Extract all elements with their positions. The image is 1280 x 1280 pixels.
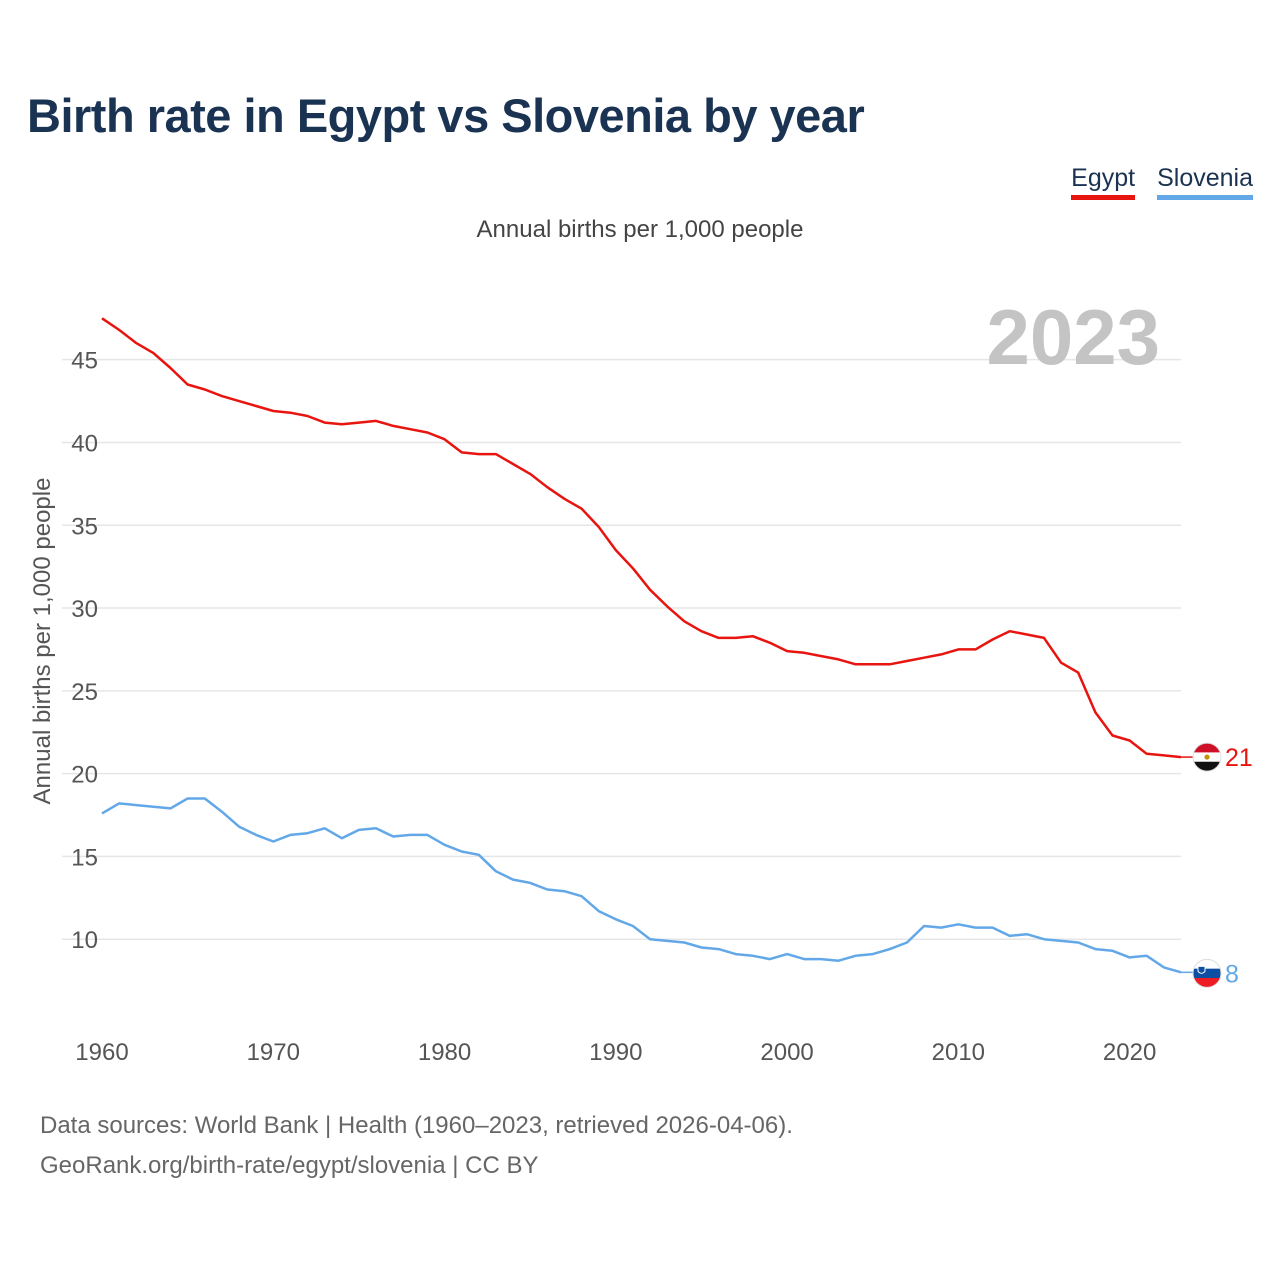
slovenia-flag-icon — [1192, 958, 1222, 988]
slovenia-coat-of-arms-icon — [1197, 965, 1206, 974]
x-tick-label: 2010 — [932, 1039, 985, 1066]
y-tick-label: 30 — [71, 596, 98, 623]
x-tick-label: 1980 — [418, 1039, 471, 1066]
egypt-flag-icon — [1192, 742, 1222, 772]
legend-item-slovenia[interactable]: Slovenia — [1157, 164, 1253, 200]
x-tick-label: 1960 — [75, 1039, 128, 1066]
y-tick-label: 40 — [71, 430, 98, 457]
y-axis-label: Annual births per 1,000 people — [29, 478, 56, 805]
source-note: Data sources: World Bank | Health (1960–… — [40, 1106, 793, 1186]
x-tick-label: 2000 — [760, 1039, 813, 1066]
y-tick-label: 15 — [71, 844, 98, 871]
y-tick-label: 25 — [71, 679, 98, 706]
x-tick-label: 2020 — [1103, 1039, 1156, 1066]
end-value-label-egypt: 21 — [1225, 744, 1253, 772]
chart-subtitle: Annual births per 1,000 people — [476, 216, 804, 243]
legend-item-egypt[interactable]: Egypt — [1071, 164, 1136, 200]
y-tick-label: 10 — [71, 927, 98, 954]
line-chart: 10 15 20 25 30 35 40 45 1960 1970 1980 1990 2000 2010… — [29, 317, 1253, 1066]
series-line-slovenia — [101, 797, 1182, 974]
year-watermark: 2023 — [986, 293, 1160, 381]
flag-ring — [1192, 958, 1222, 988]
y-tick-label: 35 — [71, 513, 98, 540]
source-line-1: Data sources: World Bank | Health (1960–… — [40, 1112, 793, 1139]
x-tick-label: 1970 — [247, 1039, 300, 1066]
legend: Egypt Slovenia — [1071, 164, 1253, 200]
end-value-label-slovenia: 8 — [1225, 960, 1239, 988]
chart-title: Birth rate in Egypt vs Slovenia by year — [27, 89, 865, 142]
egypt-emblem-icon — [1204, 754, 1210, 760]
x-tick-label: 1990 — [589, 1039, 642, 1066]
flag-ring — [1192, 742, 1222, 772]
y-tick-label: 20 — [71, 762, 98, 789]
y-tick-label: 45 — [71, 348, 98, 375]
source-line-2[interactable]: GeoRank.org/birth-rate/egypt/slovenia | … — [40, 1152, 539, 1179]
series-line-egypt — [101, 317, 1182, 759]
